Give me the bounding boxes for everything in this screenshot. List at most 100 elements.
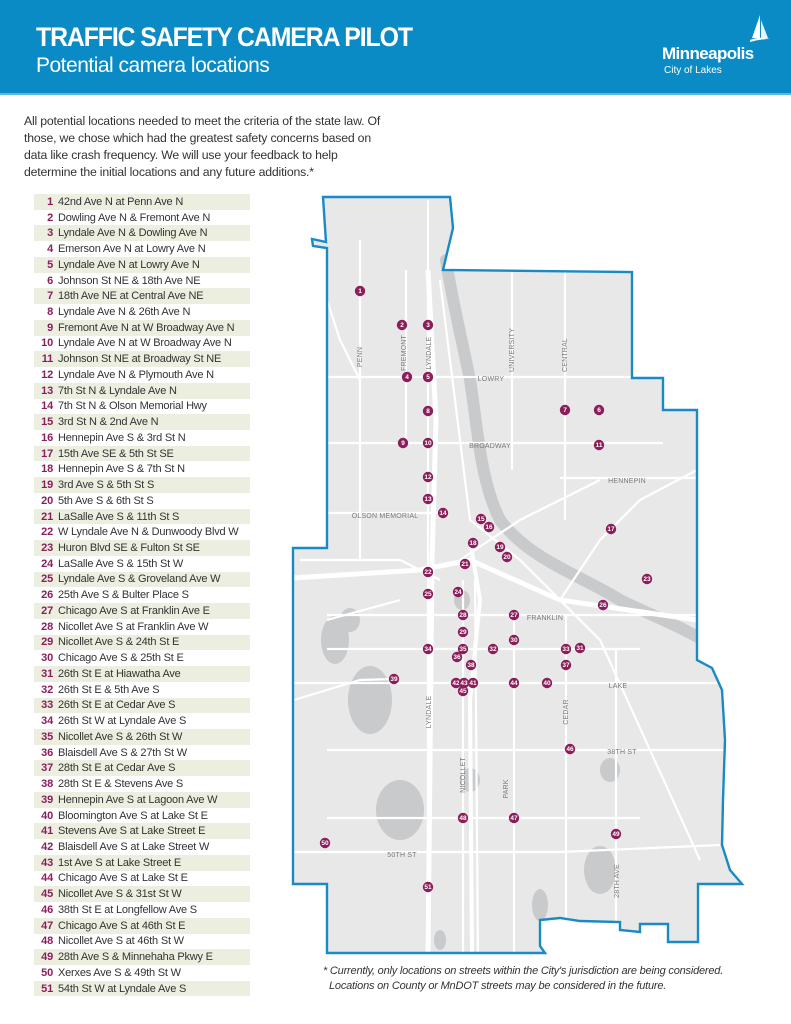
location-list-item: 3 Lyndale Ave N & Dowling Ave N (34, 225, 250, 242)
street-label-lyndale-n: LYNDALE (426, 336, 433, 369)
road (293, 677, 395, 702)
marker-dot (494, 541, 506, 553)
location-number: 37 (41, 762, 53, 775)
location-list-item: 7 18th Ave NE at Central Ave NE (34, 288, 250, 305)
camera-marker: 49 (610, 828, 622, 840)
marker-dot (501, 551, 513, 563)
location-name: 3rd Ave S & 5th St S (58, 479, 155, 492)
location-name: 26th St W at Lyndale Ave S (58, 715, 187, 728)
camera-marker: 5 (422, 371, 434, 383)
camera-marker: 14 (437, 507, 449, 519)
location-name: 25th Ave S & Bulter Place S (58, 589, 189, 602)
marker-dot (564, 743, 576, 755)
location-list-item: 15 3rd St N & 2nd Ave N (34, 414, 250, 431)
marker-dot (508, 677, 520, 689)
location-name: Nicollet Ave S & 31st St W (58, 888, 182, 901)
marker-number: 44 (510, 680, 518, 687)
city-boundary (291, 195, 745, 955)
location-number: 28 (41, 620, 53, 633)
marker-number: 2 (400, 322, 404, 329)
street-label-fremont: FREMONT (401, 334, 408, 371)
marker-dot (422, 471, 434, 483)
camera-marker: 16 (483, 521, 495, 533)
street-label-hennepin: HENNEPIN (608, 478, 646, 485)
location-list-item: 32 26th St E & 5th Ave S (34, 682, 250, 698)
marker-number: 34 (424, 646, 432, 653)
location-list-item: 19 3rd Ave S & 5th St S (34, 477, 250, 493)
marker-number: 35 (459, 646, 467, 653)
road (326, 598, 401, 622)
marker-number: 33 (562, 646, 570, 653)
location-number: 8 (47, 306, 53, 318)
location-name: Nicollet Ave S & 24th St E (58, 636, 180, 649)
marker-dot (475, 513, 487, 525)
marker-number: 40 (543, 680, 551, 687)
location-list-item: 38 28th St E & Stevens Ave S (34, 776, 250, 792)
marker-dot (388, 673, 400, 685)
camera-marker: 47 (508, 812, 520, 824)
footnote: * Currently, only locations on streets w… (323, 964, 723, 994)
intro-text: All potential locations needed to meet t… (24, 114, 381, 179)
camera-marker: 13 (422, 493, 434, 505)
location-name: Lyndale Ave N at W Broadway Ave N (58, 337, 232, 350)
marker-number: 50 (321, 840, 329, 847)
map-features (293, 200, 726, 953)
location-name: Chicago Ave S & 25th St E (58, 652, 184, 665)
location-name: 28th St E & Stevens Ave S (58, 778, 184, 791)
location-name: 18th Ave NE at Central Ave NE (58, 290, 204, 303)
marker-dot (422, 588, 434, 600)
location-list-item: 39 Hennepin Ave S at Lagoon Ave W (34, 791, 250, 808)
location-list-item: 2 Dowling Ave N & Fremont Ave N (34, 210, 250, 226)
camera-marker: 12 (422, 471, 434, 483)
location-number: 12 (41, 368, 53, 381)
location-number: 7 (47, 290, 53, 303)
location-name: Hennepin Ave S at Lagoon Ave W (58, 793, 218, 806)
location-list-item: 29 Nicollet Ave S & 24th St E (34, 634, 250, 651)
location-list-item: 25 Lyndale Ave S & Groveland Ave W (34, 571, 250, 588)
street-label-penn: PENN (357, 347, 364, 367)
camera-marker: 26 (597, 599, 609, 611)
marker-dot (560, 659, 572, 671)
location-list-item: 24 LaSalle Ave S & 15th St W (34, 556, 250, 572)
camera-marker: 18 (467, 537, 479, 549)
marker-number: 14 (439, 510, 447, 517)
marker-dot (396, 319, 408, 331)
location-list-item: 31 26th St E at Hiawatha Ave (34, 666, 250, 682)
location-number: 14 (41, 400, 53, 413)
location-name: Hennepin Ave S & 7th St N (58, 463, 185, 476)
camera-marker: 43 (458, 677, 470, 689)
camera-marker: 2 (396, 319, 408, 331)
sailboat-icon (750, 15, 770, 42)
location-list-item: 51 54th St W at Lyndale Ave S (34, 980, 250, 997)
location-list-item: 27 Chicago Ave S at Franklin Ave E (34, 603, 250, 619)
location-name: 7th St N & Lyndale Ave N (58, 384, 177, 397)
location-number: 27 (41, 604, 53, 617)
street-label-nicollet: NICOLLET (460, 757, 467, 793)
location-name: Lyndale Ave N & 26th Ave N (58, 306, 191, 318)
road (438, 279, 702, 861)
marker-dot (459, 558, 471, 570)
road (459, 479, 601, 561)
camera-marker: 50 (319, 837, 331, 849)
road (325, 299, 361, 381)
location-name: 1st Ave S at Lake Street E (58, 856, 182, 869)
camera-marker: 6 (593, 404, 605, 416)
marker-number: 51 (424, 884, 432, 891)
marker-dot (422, 643, 434, 655)
location-list-item: 45 Nicollet Ave S & 31st St W (34, 886, 250, 903)
location-list-item: 47 Chicago Ave S at 46th St E (34, 917, 250, 934)
marker-number: 12 (424, 474, 432, 481)
marker-number: 9 (401, 440, 405, 447)
street-label-lake: LAKE (609, 683, 628, 690)
location-list-item: 30 Chicago Ave S & 25th St E (34, 650, 250, 666)
camera-marker: 1 (354, 285, 366, 297)
marker-number: 49 (612, 831, 620, 838)
marker-dot (401, 371, 413, 383)
location-name: Nicollet Ave S & 26th St W (58, 730, 183, 743)
location-number: 41 (41, 825, 53, 838)
marker-number: 27 (510, 612, 518, 619)
marker-number: 21 (461, 561, 469, 568)
camera-marker: 24 (452, 586, 464, 598)
location-number: 46 (41, 903, 53, 916)
lake (321, 616, 349, 664)
